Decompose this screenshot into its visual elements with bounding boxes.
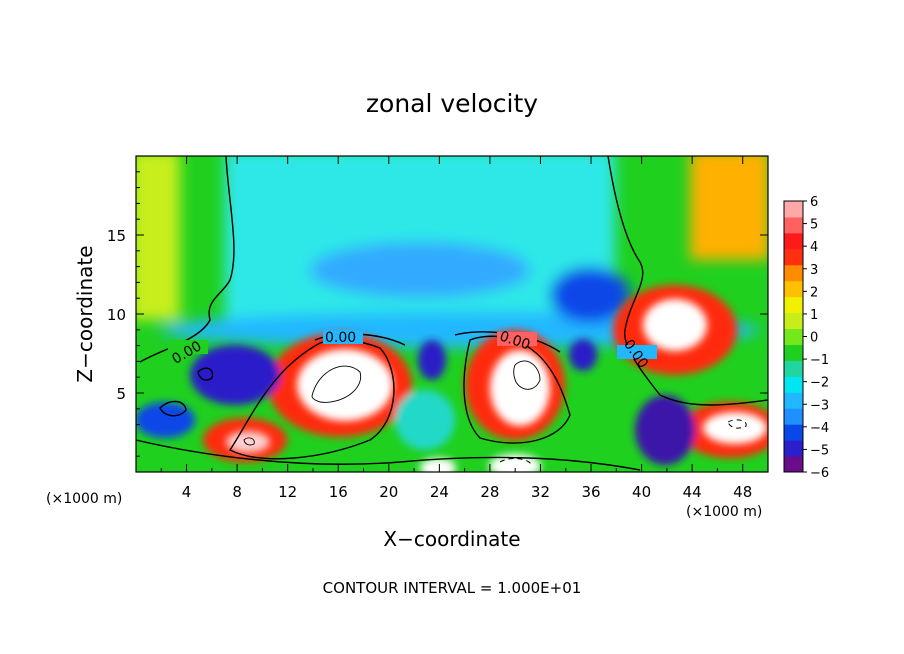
x-axis: 4 8 12 16 20 24 28 32 36 40 44 48 — [160, 156, 752, 501]
plot-area: 0.00 0.00 0.00 0.00 — [136, 156, 768, 472]
colorbar-swatch — [784, 424, 803, 441]
x-tick-label: 40 — [632, 483, 651, 501]
colorbar-swatch — [784, 216, 803, 234]
y-axis: 5 10 15 — [107, 171, 768, 457]
colorbar-tick-label: 0 — [810, 331, 818, 346]
y-tick-label: 5 — [116, 385, 126, 403]
x-tick-label: 24 — [430, 483, 449, 501]
contour-interval-note: CONTOUR INTERVAL = 1.000E+01 — [323, 579, 582, 597]
y-tick-label: 10 — [107, 306, 126, 324]
colorbar-swatch — [784, 264, 803, 282]
colorbar-tick-label: −6 — [810, 466, 829, 481]
neg-contour-30-bottom — [499, 458, 533, 467]
colorbar-tick-label: 5 — [810, 218, 818, 233]
white-core-46 — [703, 412, 767, 444]
colorbar-tick-label: −3 — [810, 398, 829, 413]
colorbar-swatch — [784, 440, 803, 457]
white-core-43 — [643, 299, 707, 351]
colorbar-swatch — [784, 248, 803, 266]
colorbar-tick-label: −2 — [810, 376, 829, 391]
colorbar-swatch — [784, 280, 803, 298]
pos-contour-16 — [311, 365, 362, 403]
blue-cell-36 — [569, 339, 597, 371]
pink-core-8 — [226, 431, 270, 453]
colorbar-swatch — [784, 392, 803, 409]
colorbar-swatch — [784, 360, 803, 377]
zero-contour-blob-1 — [159, 400, 187, 417]
positive-contours — [243, 360, 541, 446]
purple-cell-40 — [635, 395, 695, 465]
colorbar-swatch — [784, 344, 803, 361]
x-units-left: (×1000 m) — [46, 491, 122, 507]
pos-contour-30 — [513, 360, 541, 390]
white-core-30 — [490, 350, 550, 426]
colorbar-tick-label: 4 — [810, 240, 818, 255]
x-tick-label: 12 — [278, 483, 297, 501]
contour-labels: 0.00 0.00 0.00 0.00 — [168, 329, 657, 371]
x-tick-label: 20 — [379, 483, 398, 501]
blue-cell-24 — [418, 340, 446, 380]
negative-contours — [499, 419, 747, 467]
colorbar-swatch — [784, 201, 803, 218]
zero-contour-low — [136, 439, 641, 471]
neg-contour-46 — [727, 419, 747, 429]
colorbar-tick-label: 1 — [810, 308, 818, 323]
pos-contour-8 — [243, 437, 255, 446]
white-bottom-25 — [420, 458, 456, 472]
colorbar-tick-label: −5 — [810, 443, 829, 458]
colorbar-swatch — [784, 376, 803, 393]
x-tick-label: 28 — [480, 483, 499, 501]
left-yellow-region — [136, 156, 180, 320]
colorbar-tick-label: 2 — [810, 285, 818, 300]
zero-contour-right — [607, 156, 768, 406]
colorbar-tick-label: 6 — [810, 195, 818, 210]
blue-cell-9 — [190, 345, 280, 405]
dark-blue-core — [550, 267, 630, 323]
colorbar-swatch — [784, 312, 803, 330]
chart-title: zonal velocity — [366, 89, 538, 118]
y-axis-label: Z−coordinate — [73, 245, 97, 382]
colorbar-swatch — [784, 456, 803, 473]
white-core-16 — [297, 349, 393, 421]
colorbar-swatch — [784, 408, 803, 425]
x-tick-label: 44 — [683, 483, 702, 501]
cyan-mid — [395, 390, 455, 450]
x-tick-label: 4 — [182, 483, 192, 501]
x-tick-label: 8 — [232, 483, 242, 501]
contour-label-2: 0.00 — [325, 330, 356, 346]
x-tick-label: 16 — [329, 483, 348, 501]
colorbar: 6 5 4 3 2 1 0 −1 −2 −3 −4 −5 −6 — [783, 195, 829, 481]
x-tick-label: 36 — [581, 483, 600, 501]
colorbar-tick-label: −1 — [810, 353, 829, 368]
x-units-right: (×1000 m) — [686, 504, 762, 520]
zero-contour-blob-2 — [197, 367, 214, 381]
colorbar-tick-label: −4 — [810, 421, 829, 436]
colorbar-swatch — [784, 232, 803, 250]
colorbar-swatch — [784, 296, 803, 314]
x-tick-label: 32 — [531, 483, 550, 501]
mid-blue-patch — [310, 242, 530, 298]
y-tick-label: 15 — [107, 227, 126, 245]
blue-cell-3 — [136, 402, 195, 438]
zero-contour-cell-16 — [228, 339, 395, 460]
x-axis-label: X−coordinate — [383, 527, 520, 551]
x-tick-label: 48 — [733, 483, 752, 501]
right-orange-region — [690, 156, 768, 260]
colorbar-tick-label: 3 — [810, 263, 818, 278]
colorbar-swatch — [784, 328, 803, 345]
zero-contours — [136, 156, 768, 471]
